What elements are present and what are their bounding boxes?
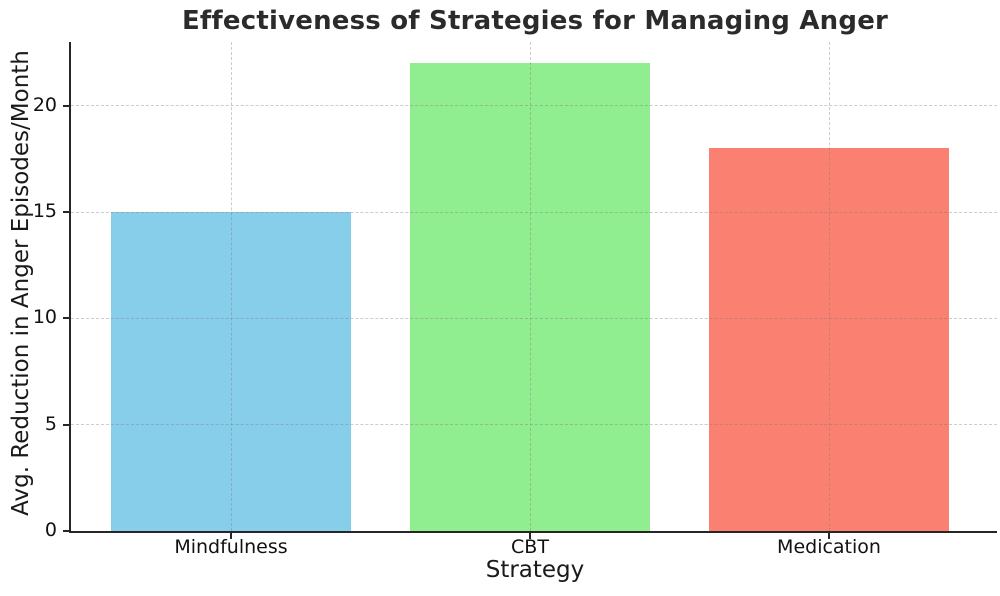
y-tick-label-10: 10 [32,306,57,329]
vertical-gridline [828,42,830,531]
bar-mindfulness [111,212,351,531]
y-tick-mark [63,211,69,214]
x-tick-mark [230,533,232,539]
x-tick-label-medication: Medication [777,536,881,558]
y-tick-mark [63,423,69,426]
chart-title: Effectiveness of Strategies for Managing… [181,6,889,36]
y-tick-label-5: 5 [44,412,57,435]
x-tick-label-mindfulness: Mindfulness [174,536,288,558]
bar-cbt [410,63,650,531]
y-tick-label-15: 15 [32,200,57,223]
x-axis-label: Strategy [485,557,585,583]
bar-medication [709,148,949,531]
x-tick-mark [828,533,830,539]
horizontal-gridline [71,211,997,213]
vertical-gridline [230,42,232,531]
horizontal-gridline [71,424,997,426]
y-tick-label-20: 20 [32,93,57,116]
x-tick-mark [529,533,531,539]
y-axis-label: Avg. Reduction in Anger Episodes/Month [8,50,34,516]
y-tick-mark [63,317,69,320]
horizontal-gridline [71,105,997,107]
y-tick-label-0: 0 [44,519,57,542]
y-tick-mark [63,530,69,532]
horizontal-gridline [71,317,997,319]
plot-area [63,42,997,539]
vertical-gridline [529,42,531,531]
y-tick-mark [63,104,69,107]
x-tick-label-cbt: CBT [511,536,549,558]
